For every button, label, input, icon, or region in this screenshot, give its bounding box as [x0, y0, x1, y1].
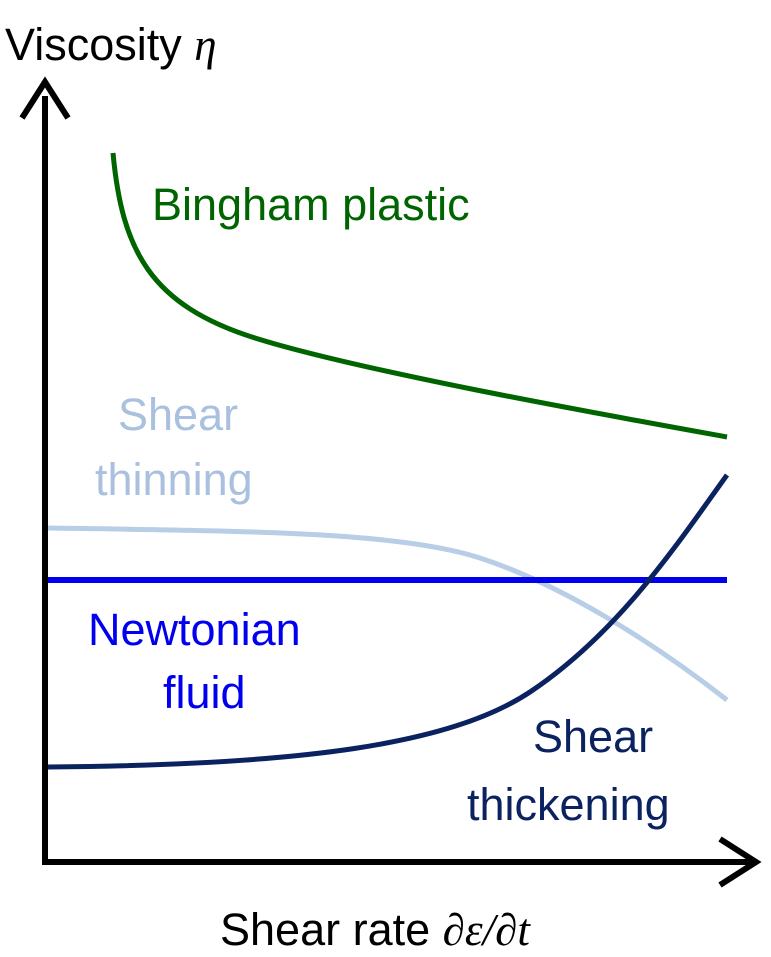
y-axis-arrow: [19, 76, 71, 120]
x-axis-text: Shear rate: [220, 904, 430, 955]
y-axis-label: Viscosity η: [5, 19, 217, 70]
curve-label: thickening: [467, 779, 670, 830]
shear-thickening-curve: [47, 473, 730, 770]
y-axis-symbol: η: [194, 20, 216, 70]
bingham-curve: [110, 152, 728, 440]
curve-label: Bingham plastic: [152, 179, 470, 230]
curve-label: Shear: [533, 711, 653, 762]
curve-label: fluid: [163, 667, 246, 718]
y-axis-text: Viscosity: [5, 19, 182, 70]
curve-label: Shear: [118, 389, 238, 440]
shear-thinning-curve: [47, 525, 729, 702]
curve-label: thinning: [95, 454, 253, 505]
x-axis-label: Shear rate ∂ε/∂t: [220, 904, 531, 955]
x-axis-symbol: ∂ε/∂t: [443, 905, 532, 955]
x-axis-arrow: [718, 836, 762, 888]
curve-label: Newtonian: [88, 604, 301, 655]
